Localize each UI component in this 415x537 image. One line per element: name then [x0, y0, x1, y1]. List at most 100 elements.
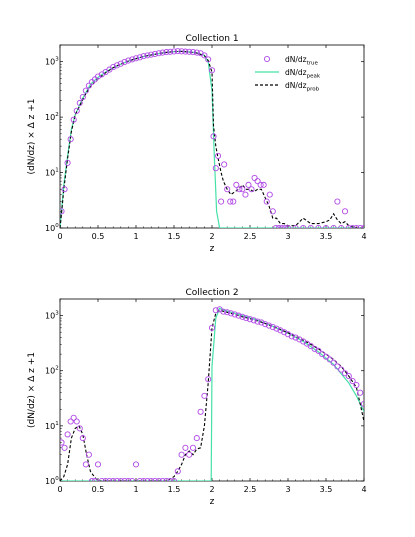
chart2-series0-point	[155, 477, 162, 481]
chart1-series0-point	[224, 186, 231, 193]
chart1-series0-point	[140, 53, 147, 60]
chart2-series0-point	[125, 477, 132, 481]
chart1-y-axis-label: (dN/dz) × Δ z +1	[27, 98, 37, 174]
chart1-series0-point	[353, 224, 360, 228]
chart2-series0-point	[88, 477, 95, 481]
chart1-series0-point	[357, 224, 364, 228]
chart2-series0-point	[265, 322, 273, 329]
chart2-series0-point	[170, 477, 178, 481]
chart2-series0-point	[159, 477, 166, 481]
chart1-series0-point	[269, 208, 276, 215]
chart2-series0-point	[110, 477, 117, 481]
chart2-series0-point	[201, 392, 208, 399]
chart2-series0-point	[60, 439, 65, 446]
chart1-series0-point	[254, 178, 261, 185]
chart1-series0-point	[349, 224, 356, 228]
chart2-series0-point	[151, 477, 159, 481]
chart2-series0-point	[357, 389, 364, 396]
chart1-series0-point	[125, 57, 132, 64]
chart2-series0-point	[197, 408, 204, 415]
chart1-series0-point	[245, 181, 252, 188]
chart2-series0-point	[148, 477, 155, 481]
chart2-series0-point	[220, 308, 227, 315]
chart2-series0-point	[345, 373, 352, 380]
chart2-y-tick-label: 102	[45, 366, 59, 376]
chart1-series0-point	[189, 49, 197, 56]
chart2-series0-point	[292, 334, 299, 341]
chart2-series0-point	[208, 324, 216, 331]
chart1-series2-line	[60, 50, 364, 228]
chart2-y-tick-label: 100	[45, 476, 59, 486]
chart1-title: Collection 1	[185, 34, 238, 44]
chart2-series0-point	[243, 315, 250, 322]
chart2-series0-point	[136, 477, 143, 481]
y-tick-exponent: 3	[55, 311, 59, 317]
chart2-series0-point	[121, 477, 128, 481]
chart1-series0-point	[82, 87, 89, 94]
chart1-series0-point	[248, 186, 255, 193]
y-tick-base: 10	[45, 58, 55, 67]
y-tick-exponent: 3	[55, 57, 59, 63]
chart1-series0-point	[233, 181, 240, 188]
chart1-series0-point	[167, 48, 174, 55]
chart2-series0-point	[64, 431, 71, 438]
chart1-series0-point	[215, 152, 222, 159]
chart2-series0-point	[82, 461, 89, 468]
chart1-x-tick-label: 1.5	[168, 232, 181, 241]
chart1-series0-point	[67, 136, 74, 143]
chart1-series0-point	[136, 54, 143, 61]
chart2-x-axis-label: z	[210, 497, 215, 507]
chart1-series0-point	[178, 48, 185, 55]
chart1-series0-point	[212, 165, 219, 172]
chart2-series0-point	[129, 477, 136, 481]
chart1-series0-point	[121, 58, 128, 65]
legend-label-base: dN/dz	[285, 81, 307, 90]
chart1-series0-point	[208, 67, 216, 74]
chart1-series0-point	[330, 224, 337, 228]
chart1-series0-point	[113, 62, 121, 69]
chart2-series0-point	[212, 307, 219, 314]
chart1-series0-point	[64, 159, 71, 166]
chart2-series0-point	[269, 323, 276, 331]
chart2-series0-point	[70, 414, 77, 421]
chart1-series0-point	[300, 224, 307, 228]
chart2-series0-point	[113, 477, 121, 481]
chart1-series0-point	[239, 186, 246, 193]
chart2-series0-point	[98, 477, 105, 481]
legend-label-subscript: true	[307, 61, 319, 67]
chart1-series0-point	[278, 224, 285, 228]
chart1-series0-point	[315, 224, 322, 228]
chart1-series0-point	[360, 224, 364, 228]
chart1-series0-point	[263, 198, 270, 205]
chart2-x-tick-label: 1.5	[168, 485, 181, 494]
chart2-series0-point	[140, 477, 147, 481]
y-tick-base: 10	[45, 312, 55, 321]
chart2-x-tick-label: 1	[133, 485, 138, 494]
chart1-series0-point	[227, 198, 234, 205]
chart1-series0-point	[292, 224, 299, 228]
chart2-plot-area	[60, 306, 364, 481]
chart2-x-tick-label: 0.5	[92, 485, 105, 494]
chart1-series0-point	[338, 224, 345, 228]
chart2-series0-point	[273, 325, 280, 332]
chart2-series0-point	[334, 363, 341, 370]
chart1-series0-point	[205, 56, 212, 63]
chart2-series0-point	[178, 451, 185, 458]
chart1-series0-point	[110, 64, 117, 71]
chart2-panel: Collection 20 0.5 1 1.5 2 2.5 3 3.5 410010110210…	[27, 288, 367, 507]
chart1-series0-point	[260, 181, 267, 188]
chart2-series0-point	[277, 327, 284, 334]
chart1-x-tick-label: 3	[285, 232, 290, 241]
chart1-series0-point	[341, 208, 349, 215]
chart1-series0-point	[148, 51, 155, 58]
chart2-series0-point	[186, 451, 193, 458]
chart1-series0-point	[210, 133, 217, 140]
chart2-series0-point	[79, 435, 86, 442]
chart2-series0-point	[254, 318, 261, 325]
chart1-series0-point	[174, 48, 181, 55]
chart2-series0-point	[288, 333, 295, 340]
chart2-x-tick-label: 2	[209, 485, 214, 494]
chart2-series0-point	[262, 321, 269, 328]
chart1-series0-point	[151, 50, 159, 57]
